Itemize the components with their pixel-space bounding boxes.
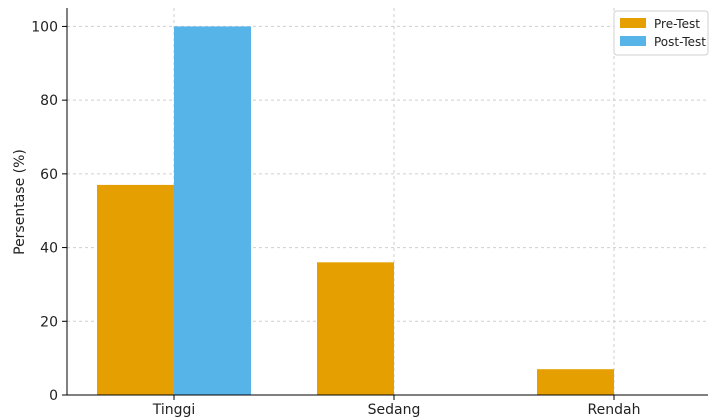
bar-pre-test-tinggi [97,184,174,395]
legend-label-post-test: Post-Test [654,35,706,49]
y-tick-label: 20 [40,314,58,330]
y-tick-label: 0 [49,388,58,404]
y-tick-label: 60 [40,167,58,183]
x-tick-label: Tinggi [152,402,196,418]
legend-swatch-pre-test [620,18,646,28]
legend-label-pre-test: Pre-Test [654,17,700,31]
bar-pre-test-rendah [537,369,614,395]
grid-lines [67,8,708,395]
bar-pre-test-sedang [317,262,394,395]
y-tick-label: 100 [31,19,58,35]
y-tick-label: 80 [40,93,58,109]
y-tick-labels: 0 20 40 60 80 100 [31,19,67,404]
y-tick-label: 40 [40,241,58,257]
x-tick-label: Sedang [368,402,421,418]
bar-post-test-tinggi [174,26,251,396]
bars [97,26,614,396]
y-axis-label: Persentase (%) [12,149,28,255]
legend-swatch-post-test [620,36,646,46]
legend: Pre-Test Post-Test [613,10,709,56]
x-tick-label: Rendah [588,402,641,418]
x-tick-labels: Tinggi Sedang Rendah [152,395,641,418]
